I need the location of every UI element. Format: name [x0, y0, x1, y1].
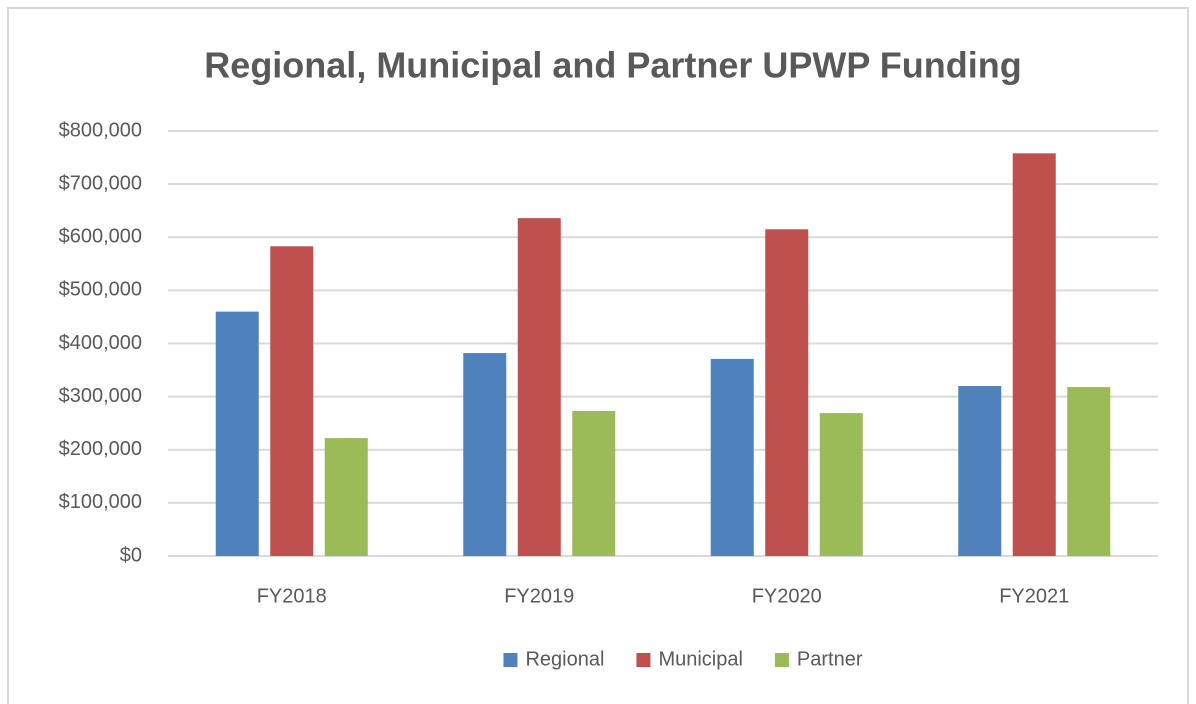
y-tick-label: $400,000 [59, 332, 142, 354]
bar [1067, 387, 1111, 556]
bar [270, 246, 314, 556]
x-tick-label: FY2020 [752, 585, 822, 607]
x-tick-label: FY2021 [999, 585, 1069, 607]
y-tick-label: $0 [120, 544, 142, 566]
bar [324, 438, 368, 556]
bar [710, 358, 754, 556]
bar [1012, 153, 1056, 556]
bar [517, 218, 561, 556]
chart-title: Regional, Municipal and Partner UPWP Fun… [204, 45, 1021, 86]
y-tick-label: $100,000 [59, 491, 142, 513]
bar [215, 311, 259, 556]
y-tick-label: $800,000 [59, 119, 142, 141]
legend-label: Regional [525, 648, 604, 670]
legend-swatch [503, 653, 518, 667]
x-tick-label: FY2018 [257, 585, 327, 607]
bar [463, 353, 507, 556]
y-tick-label: $500,000 [59, 279, 142, 301]
x-tick-label: FY2019 [504, 585, 574, 607]
y-tick-label: $300,000 [59, 385, 142, 407]
legend-swatch [774, 653, 789, 667]
y-tick-label: $700,000 [59, 172, 142, 194]
legend-swatch [636, 653, 651, 667]
bar [765, 229, 809, 556]
y-tick-label: $200,000 [59, 438, 142, 460]
bar [819, 413, 863, 556]
chart-border [7, 7, 1189, 704]
legend-label: Partner [797, 648, 863, 670]
y-tick-label: $600,000 [59, 226, 142, 248]
legend-label: Municipal [658, 648, 742, 670]
bar [958, 386, 1002, 556]
bar [572, 410, 616, 556]
